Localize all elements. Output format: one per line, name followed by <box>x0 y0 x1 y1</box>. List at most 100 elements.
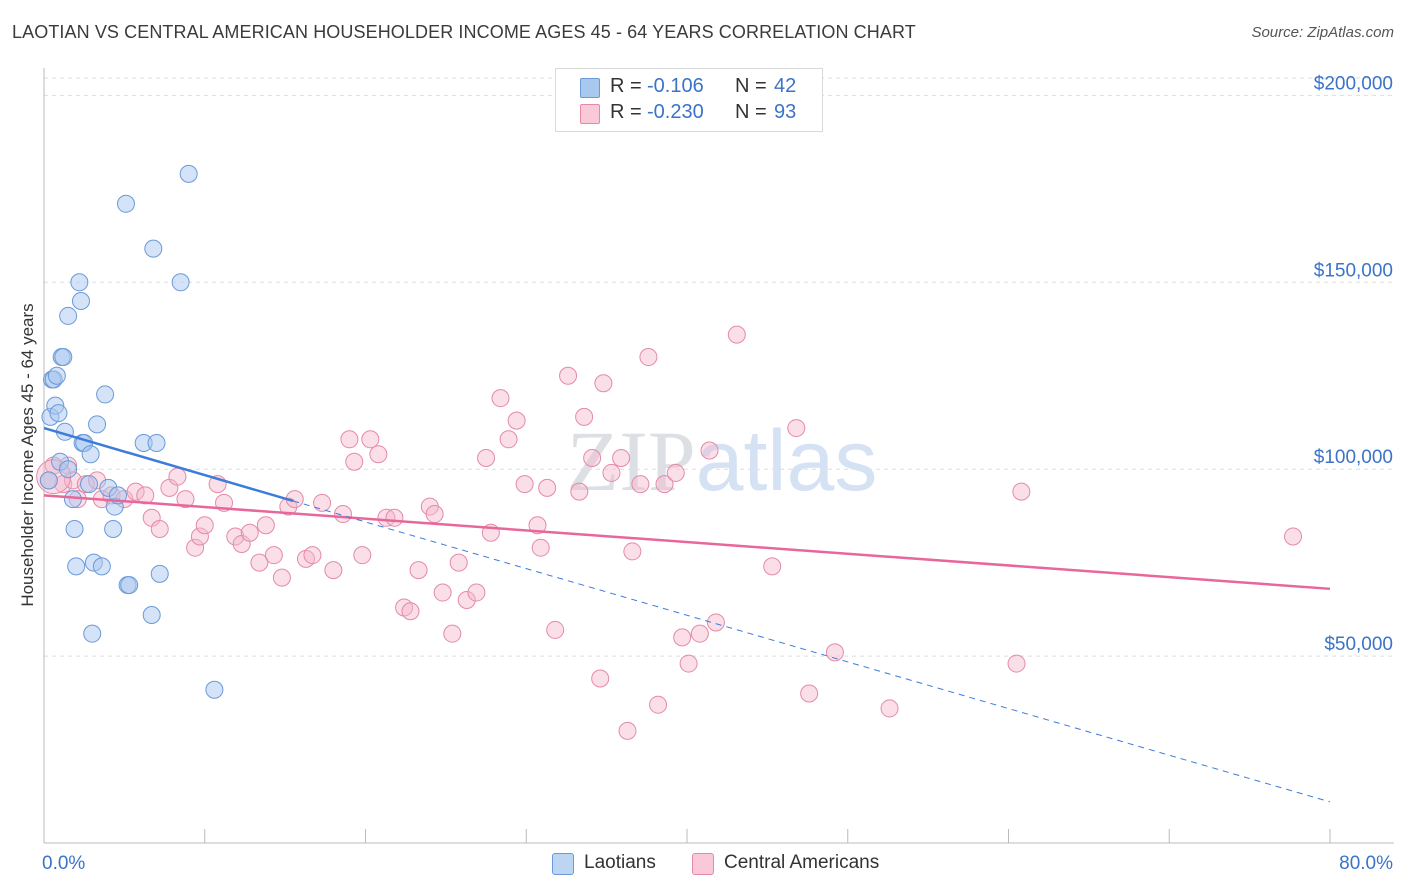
laotian-point <box>171 273 190 292</box>
laotians-swatch <box>580 78 600 98</box>
r-value: -0.106 <box>647 75 704 97</box>
central-american-point <box>195 516 214 535</box>
laotian-point <box>39 471 58 490</box>
central-american-point <box>345 452 364 471</box>
watermark-atlas: atlas <box>696 413 878 509</box>
central-american-point <box>313 493 332 512</box>
correlation-legend: R = -0.106 N = 42 R = -0.230 N = 93 <box>555 68 823 132</box>
central-americans-trend-line <box>43 494 1331 591</box>
central-american-point <box>602 463 621 482</box>
central-american-point <box>168 467 187 486</box>
laotian-point <box>54 348 73 367</box>
central-american-point <box>190 527 209 546</box>
central-american-point <box>649 695 668 714</box>
central-american-point <box>531 538 550 557</box>
central-american-point <box>700 441 719 460</box>
central-american-point <box>880 699 899 718</box>
laotian-point <box>104 520 123 538</box>
central-american-point <box>126 482 145 501</box>
central-american-point <box>443 624 462 643</box>
central-american-point <box>825 643 844 662</box>
central-american-point <box>706 613 725 632</box>
central-american-point <box>594 374 613 393</box>
central-american-point <box>272 568 291 587</box>
central-american-point <box>538 478 557 497</box>
central-american-point <box>477 448 496 467</box>
central-american-point <box>449 553 468 572</box>
laotians-legend-swatch <box>552 853 574 875</box>
central-american-point <box>666 463 685 482</box>
central-american-point <box>226 527 245 546</box>
central-american-point <box>240 523 259 542</box>
central-americans-legend-label: Central Americans <box>724 852 880 873</box>
central-american-point <box>1007 654 1026 673</box>
central-american-point <box>679 654 698 673</box>
legend-item-central-americans: Central Americans <box>692 851 912 877</box>
laotian-point <box>205 680 224 699</box>
central-american-point <box>353 546 372 565</box>
central-american-point <box>385 508 404 527</box>
y-tick-label: $100,000 <box>1314 447 1393 468</box>
central-american-point <box>499 430 518 449</box>
gridlines <box>44 77 1394 657</box>
laotian-point <box>59 460 78 479</box>
y-tick-label: $50,000 <box>1324 634 1393 655</box>
central-american-point <box>655 475 674 494</box>
y-axis-label: Householder Income Ages 45 - 64 years <box>18 303 37 607</box>
central-american-point <box>631 475 650 494</box>
central-americans-points <box>36 325 1303 740</box>
central-american-point <box>433 583 452 602</box>
r-label: R = <box>610 101 642 123</box>
r-value: -0.230 <box>647 101 704 123</box>
central-american-point <box>279 497 298 516</box>
laotian-point <box>144 239 163 258</box>
central-american-point <box>575 407 594 426</box>
central-american-point <box>612 448 631 467</box>
central-american-point <box>583 448 602 467</box>
central-american-point <box>591 669 610 688</box>
laotian-point <box>81 445 100 464</box>
central-american-point <box>787 419 806 438</box>
trend-lines <box>43 426 1331 803</box>
laotian-point <box>83 624 102 643</box>
central-american-point <box>256 516 275 535</box>
central-american-point <box>250 553 269 572</box>
laotian-point <box>88 415 107 434</box>
central-american-point <box>186 538 205 557</box>
laotians-trend-line <box>43 426 294 503</box>
central-american-point <box>324 561 343 580</box>
laotian-point <box>179 164 198 183</box>
y-tick-label: $200,000 <box>1314 73 1393 94</box>
central-american-point <box>150 520 169 538</box>
r-label: R = <box>610 75 642 97</box>
laotian-point <box>65 520 84 538</box>
chart-title: LAOTIAN VS CENTRAL AMERICAN HOUSEHOLDER … <box>12 22 916 42</box>
central-american-point <box>507 411 526 430</box>
n-label: N = <box>735 75 767 97</box>
central-american-point <box>457 591 476 610</box>
x-tick-label: 0.0% <box>42 853 85 874</box>
laotian-point <box>70 273 89 292</box>
central-american-point <box>369 445 388 464</box>
laotians-points <box>39 164 224 699</box>
central-american-point <box>673 628 692 647</box>
central-american-point <box>727 325 746 344</box>
laotian-point <box>116 194 135 213</box>
legend-item-laotians: Laotians <box>552 851 692 877</box>
central-americans-swatch <box>580 104 600 124</box>
central-american-point <box>800 684 819 703</box>
central-american-point <box>618 721 637 740</box>
laotian-point <box>49 404 68 423</box>
central-american-point <box>570 482 589 501</box>
laotian-point <box>59 306 78 325</box>
source-label: Source: ZipAtlas.com <box>1251 24 1394 41</box>
central-american-point <box>467 583 486 602</box>
laotian-point <box>147 434 166 453</box>
central-american-point <box>264 546 283 565</box>
central-american-point <box>1012 482 1031 501</box>
laotians-trend-extension <box>293 500 1331 803</box>
n-label: N = <box>735 101 767 123</box>
n-value: 93 <box>774 101 797 123</box>
central-american-point <box>528 516 547 535</box>
y-tick-label: $150,000 <box>1314 260 1393 281</box>
